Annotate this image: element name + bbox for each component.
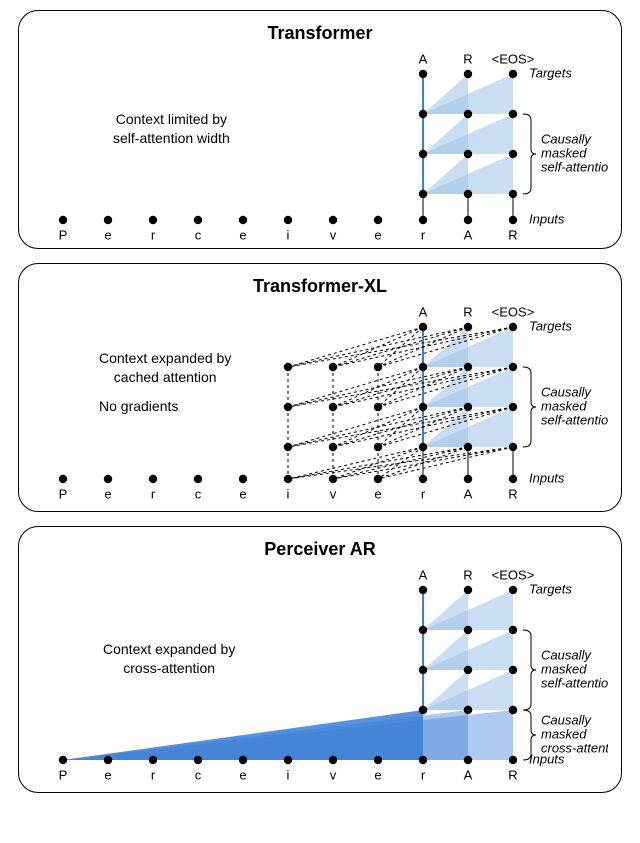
svg-text:Inputs: Inputs — [529, 470, 565, 485]
svg-text:A: A — [464, 486, 473, 501]
svg-text:Inputs: Inputs — [529, 751, 565, 766]
svg-text:c: c — [195, 227, 202, 240]
caption: Context limited byself-attention width — [113, 110, 230, 148]
svg-text:masked: masked — [541, 145, 587, 160]
panel-title: Perceiver AR — [33, 539, 607, 560]
caption: Context expanded bycached attention — [99, 349, 231, 387]
svg-text:v: v — [330, 486, 337, 501]
svg-text:e: e — [374, 486, 381, 501]
svg-text:R: R — [508, 486, 517, 501]
svg-text:r: r — [151, 486, 156, 501]
svg-text:r: r — [151, 227, 156, 240]
svg-text:P: P — [59, 486, 68, 501]
panel-1: Transformer-XL A R <EOS> Pe r c e i v e r A R Targets C… — [18, 263, 622, 512]
svg-text:R: R — [463, 304, 472, 319]
svg-text:R: R — [463, 51, 472, 66]
panel-0: Transformer A R <EOS> Pe r c e i v e r A R Targets Caus… — [18, 10, 622, 249]
caption: Context expanded bycross-attention — [103, 640, 235, 678]
svg-text:A: A — [419, 304, 428, 319]
svg-text:A: A — [419, 567, 428, 582]
svg-text:Targets: Targets — [529, 318, 572, 333]
svg-text:Causally: Causally — [541, 647, 592, 662]
svg-text:v: v — [330, 767, 337, 782]
svg-text:e: e — [239, 227, 246, 240]
diagram: A R <EOS> Pe r c e i v e r A R Targets Causallymaskeds… — [33, 303, 607, 503]
svg-text:Causally: Causally — [541, 712, 592, 727]
diagram: AR<EOS>PerceiverARTargetsCausallymaskeds… — [33, 566, 607, 784]
svg-text:e: e — [104, 486, 111, 501]
svg-text:r: r — [421, 227, 426, 240]
svg-text:Causally: Causally — [541, 131, 592, 146]
svg-text:r: r — [421, 486, 426, 501]
svg-text:e: e — [104, 767, 111, 782]
svg-text:self-attention: self-attention — [541, 412, 608, 427]
svg-text:P: P — [59, 767, 68, 782]
svg-text:v: v — [330, 227, 337, 240]
svg-text:e: e — [239, 767, 246, 782]
panel-title: Transformer — [33, 23, 607, 44]
svg-text:Targets: Targets — [529, 65, 572, 80]
svg-text:masked: masked — [541, 661, 587, 676]
svg-text:e: e — [374, 227, 381, 240]
svg-text:i: i — [287, 227, 290, 240]
panel-2: Perceiver AR A R <EOS> Pe r c e i v e r A R Targets Cau… — [18, 526, 622, 793]
caption: No gradients — [99, 397, 178, 416]
svg-text:R: R — [508, 227, 517, 240]
svg-text:Causally: Causally — [541, 384, 592, 399]
svg-text:self-attention: self-attention — [541, 159, 608, 174]
svg-text:A: A — [464, 227, 473, 240]
svg-text:Inputs: Inputs — [529, 211, 565, 226]
svg-text:e: e — [374, 767, 381, 782]
svg-text:c: c — [195, 486, 202, 501]
svg-text:masked: masked — [541, 726, 587, 741]
svg-text:r: r — [421, 767, 426, 782]
svg-text:P: P — [59, 227, 68, 240]
svg-text:A: A — [464, 767, 473, 782]
svg-text:e: e — [239, 486, 246, 501]
svg-text:A: A — [419, 51, 428, 66]
panel-title: Transformer-XL — [33, 276, 607, 297]
svg-text:R: R — [463, 567, 472, 582]
svg-text:e: e — [104, 227, 111, 240]
svg-text:<EOS>: <EOS> — [492, 567, 535, 582]
svg-text:masked: masked — [541, 398, 587, 413]
svg-text:Targets: Targets — [529, 581, 572, 596]
svg-text:<EOS>: <EOS> — [492, 51, 535, 66]
svg-text:r: r — [151, 767, 156, 782]
svg-text:c: c — [195, 767, 202, 782]
svg-text:R: R — [508, 767, 517, 782]
svg-text:i: i — [287, 486, 290, 501]
svg-text:<EOS>: <EOS> — [492, 304, 535, 319]
diagram: A R <EOS> Pe r c e i v e r A R Targets Causallymaskeds… — [33, 50, 607, 240]
svg-text:self-attention: self-attention — [541, 675, 608, 690]
svg-text:i: i — [287, 767, 290, 782]
